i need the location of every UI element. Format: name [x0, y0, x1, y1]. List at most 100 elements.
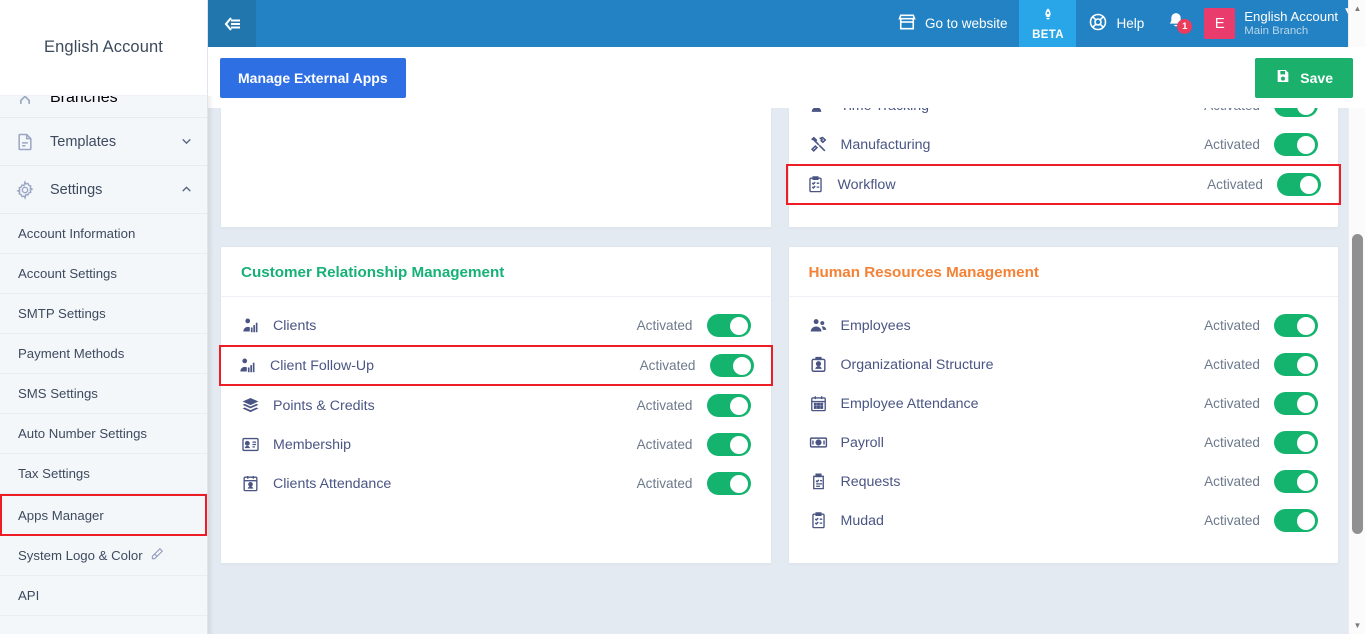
- top-navigation-bar: Go to website BETA Help 1 E English Acco…: [208, 0, 1365, 47]
- go-to-website-label: Go to website: [924, 16, 1008, 31]
- action-toolbar: Manage External Apps Save: [208, 47, 1365, 108]
- app-name: Employees: [840, 317, 911, 334]
- id-card-icon: [241, 435, 267, 454]
- sidebar-subitem-apps-manager[interactable]: Apps Manager: [0, 494, 207, 536]
- app-name: Membership: [273, 436, 352, 453]
- app-row[interactable]: Mudad Activated: [789, 501, 1339, 540]
- triangle-up-icon[interactable]: ▲: [1353, 4, 1362, 13]
- activation-toggle[interactable]: [1274, 392, 1318, 415]
- toggle-knob: [1297, 394, 1315, 413]
- activation-toggle[interactable]: [1274, 314, 1318, 337]
- sidebar-item-branches[interactable]: Branches: [0, 96, 207, 118]
- app-row[interactable]: Clients Activated: [221, 306, 771, 345]
- sidebar-subitem-sms-settings[interactable]: SMS Settings: [0, 374, 207, 414]
- triangle-down-icon[interactable]: ▼: [1353, 621, 1362, 630]
- status-label: Activated: [636, 398, 693, 413]
- sidebar-subitem-tax-settings[interactable]: Tax Settings: [0, 454, 207, 494]
- client-chart-icon: [238, 356, 264, 375]
- sidebar-subitem-label: Auto Number Settings: [18, 426, 148, 441]
- app-row[interactable]: Workflow Activated: [786, 164, 1341, 205]
- app-name: Client Follow-Up: [270, 357, 375, 374]
- toggle-knob: [729, 474, 748, 493]
- toggle-knob: [1297, 472, 1315, 491]
- sidebar-item-label: Templates: [50, 133, 117, 150]
- chevron-up-icon: [179, 183, 193, 196]
- app-row[interactable]: Requests Activated: [789, 462, 1339, 501]
- apps-card: Customer Relationship Management Clients A…: [218, 246, 773, 564]
- activation-toggle[interactable]: [706, 314, 751, 337]
- activation-toggle[interactable]: [1274, 353, 1318, 376]
- status-label: Activated: [636, 476, 693, 491]
- status-label: Activated: [636, 437, 693, 452]
- sidebar-subitem-api[interactable]: API: [0, 576, 207, 616]
- account-menu[interactable]: E English Account Main Branch ▼: [1200, 0, 1365, 47]
- status-label: Activated: [1204, 435, 1260, 450]
- status-label: Activated: [1204, 137, 1260, 152]
- sidebar-subitem-account-information[interactable]: Account Information: [0, 214, 207, 254]
- app-name: Requests: [840, 473, 901, 490]
- gear-icon: [14, 179, 36, 201]
- app-name: Workflow: [837, 176, 896, 193]
- toggle-knob: [1297, 135, 1315, 154]
- card-title: Customer Relationship Management: [221, 247, 771, 297]
- save-button[interactable]: Save: [1255, 57, 1353, 98]
- activation-toggle[interactable]: [1277, 173, 1321, 196]
- app-name: Mudad: [840, 512, 884, 529]
- sidebar-subitem-account-settings[interactable]: Account Settings: [0, 254, 207, 294]
- app-row[interactable]: Payroll Activated: [789, 423, 1339, 462]
- go-to-website-link[interactable]: Go to website: [885, 0, 1020, 47]
- activation-toggle[interactable]: [706, 472, 751, 495]
- sidebar-brand: English Account: [0, 0, 207, 96]
- app-row[interactable]: Points & Credits Activated: [221, 386, 771, 425]
- beta-label: BETA: [1032, 28, 1064, 41]
- activation-toggle[interactable]: [1274, 133, 1318, 156]
- sidebar-item-label: Settings: [50, 181, 103, 198]
- org-badge-icon: [809, 355, 835, 374]
- floppy-disk-icon: [1275, 68, 1291, 87]
- notifications-button[interactable]: 1: [1156, 11, 1200, 36]
- activation-toggle[interactable]: [706, 394, 751, 417]
- activation-toggle[interactable]: [1274, 470, 1318, 493]
- card-filler: [221, 503, 771, 541]
- sidebar-item-label: Branches: [50, 96, 118, 106]
- scroll-thumb[interactable]: [1352, 234, 1363, 534]
- sidebar-subitem-auto-number-settings[interactable]: Auto Number Settings: [0, 414, 207, 454]
- help-link[interactable]: Help: [1076, 0, 1156, 47]
- app-row[interactable]: Clients Attendance Activated: [221, 464, 771, 503]
- sidebar-subitem-label: SMS Settings: [18, 386, 98, 401]
- collapse-menu-icon[interactable]: [208, 0, 256, 47]
- app-row[interactable]: Organizational Structure Activated: [789, 345, 1339, 384]
- sidebar-subitem-smtp-settings[interactable]: SMTP Settings: [0, 294, 207, 334]
- app-row[interactable]: Membership Activated: [221, 425, 771, 464]
- beta-button[interactable]: BETA: [1019, 0, 1077, 47]
- app-name: Clients Attendance: [273, 475, 392, 492]
- sidebar-item-settings[interactable]: Settings: [0, 166, 207, 214]
- sidebar-subitem-payment-methods[interactable]: Payment Methods: [0, 334, 207, 374]
- sidebar-subitem-label: Apps Manager: [18, 507, 104, 523]
- activation-toggle[interactable]: [1274, 509, 1318, 532]
- sidebar-item-templates[interactable]: Templates: [0, 118, 207, 166]
- clipboard-icon: [809, 472, 835, 491]
- activation-toggle[interactable]: [706, 433, 751, 456]
- activation-toggle[interactable]: [709, 354, 754, 377]
- sidebar-subitem-system-logo-color[interactable]: System Logo & Color: [0, 536, 207, 576]
- apps-cards-grid: AccountingActivatedCheque CycleActivated…: [208, 47, 1351, 564]
- toggle-knob: [1300, 175, 1318, 194]
- toggle-knob: [1297, 316, 1315, 335]
- calendar-icon: [809, 394, 835, 413]
- toggle-knob: [729, 396, 748, 415]
- app-row[interactable]: Manufacturing Activated: [789, 125, 1339, 164]
- activation-toggle[interactable]: [1274, 431, 1318, 454]
- apps-manager-content: AccountingActivatedCheque CycleActivated…: [208, 47, 1351, 634]
- layers-icon: [241, 396, 267, 415]
- client-chart-icon: [241, 316, 267, 335]
- help-label: Help: [1116, 16, 1145, 31]
- app-row[interactable]: Client Follow-Up Activated: [218, 345, 773, 386]
- vertical-scrollbar[interactable]: ▲ ▼: [1348, 0, 1365, 634]
- toggle-knob: [729, 435, 748, 454]
- app-row[interactable]: Employee Attendance Activated: [789, 384, 1339, 423]
- toggle-knob: [732, 356, 751, 375]
- sidebar-subitem-label: Payment Methods: [18, 346, 125, 361]
- manage-external-apps-button[interactable]: Manage External Apps: [220, 57, 406, 98]
- app-row[interactable]: Employees Activated: [789, 306, 1339, 345]
